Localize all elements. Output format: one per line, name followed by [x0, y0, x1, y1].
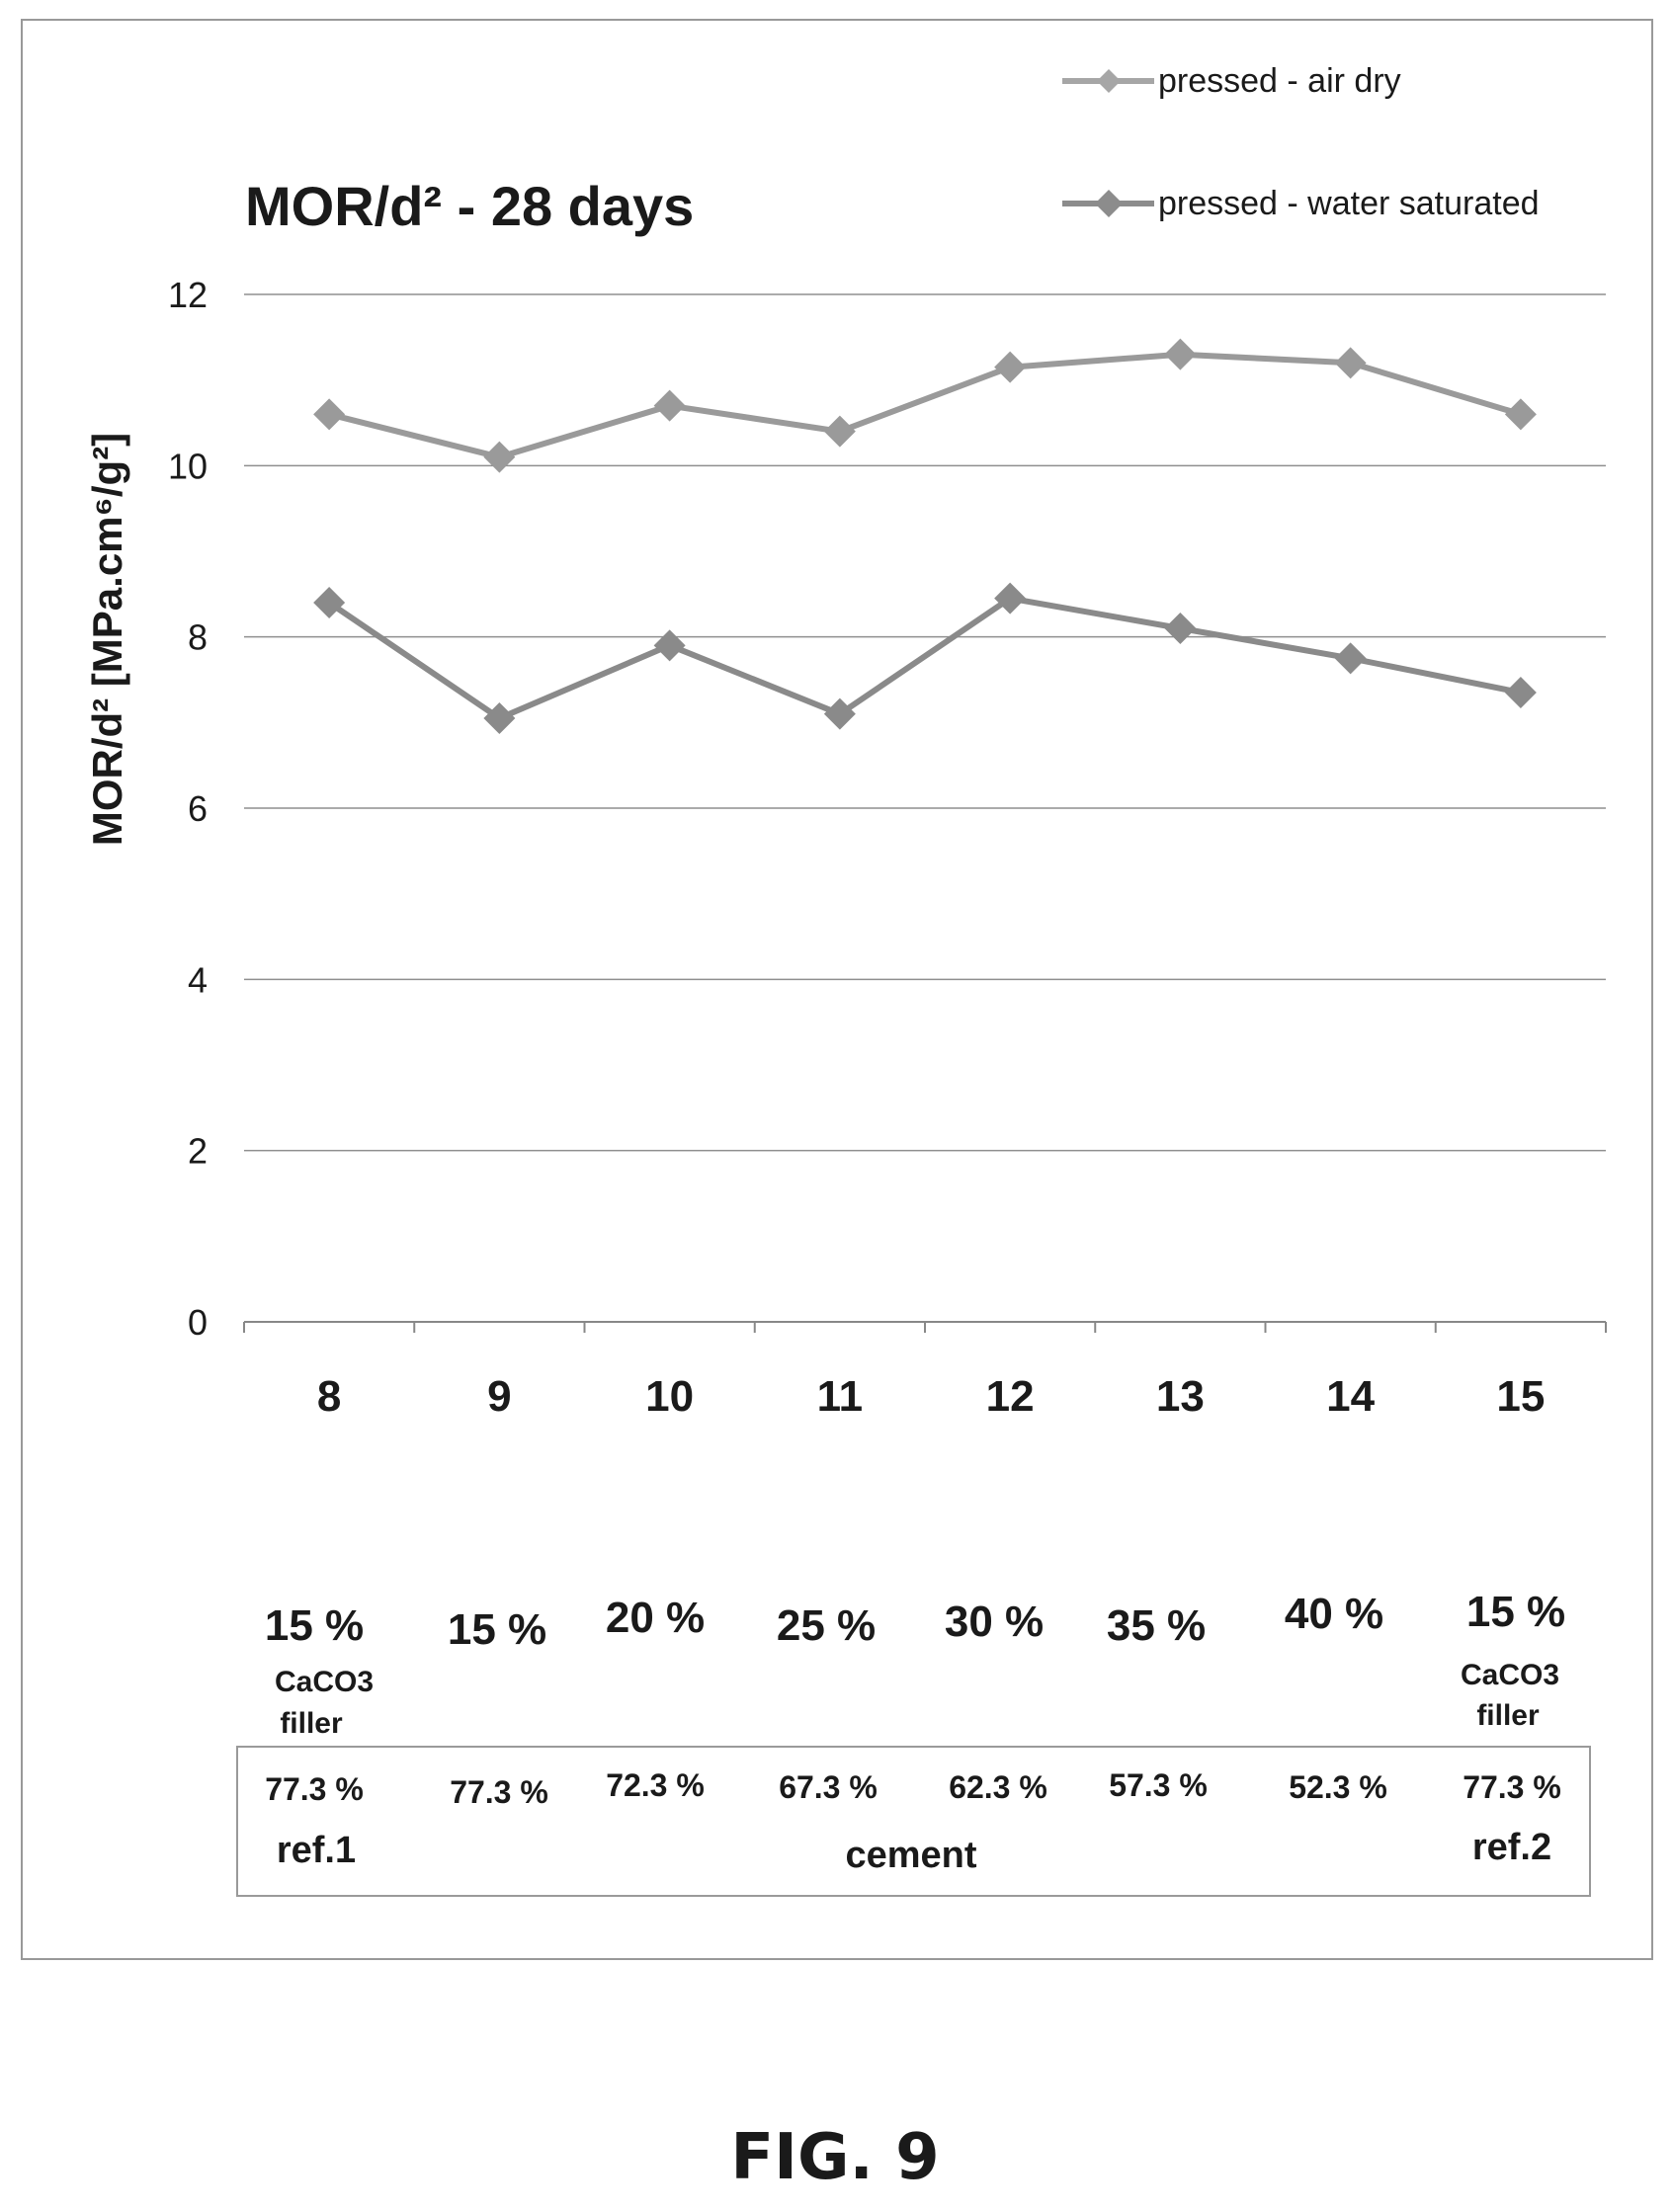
cement-percent: 67.3 % — [779, 1769, 878, 1805]
cement-percent: 77.3 % — [265, 1771, 364, 1807]
y-tick-label: 12 — [168, 275, 208, 315]
data-point — [653, 629, 686, 662]
filler-note-right: CaCO3 filler — [1461, 1659, 1559, 1732]
x-tick-labels: 8 9 10 11 12 13 14 15 — [317, 1372, 1545, 1421]
x-tick-label: 13 — [1156, 1372, 1205, 1421]
y-tick-label: 0 — [188, 1302, 208, 1343]
filler-percent: 20 % — [606, 1594, 705, 1642]
y-tick-label: 10 — [168, 446, 208, 486]
data-point — [483, 702, 516, 734]
data-point — [1504, 677, 1537, 708]
filler-note-line-2: filler — [280, 1707, 343, 1740]
cement-percent: 77.3 % — [450, 1774, 548, 1810]
data-point — [994, 351, 1027, 383]
x-tick-label: 11 — [817, 1372, 864, 1421]
legend-item-water-saturated: pressed - water saturated — [1062, 185, 1540, 222]
legend-marker-air-dry — [1097, 69, 1121, 93]
gridlines — [244, 293, 1606, 1152]
cement-percent: 62.3 % — [949, 1769, 1047, 1805]
x-tick-label: 15 — [1496, 1372, 1545, 1421]
data-point — [1504, 398, 1537, 431]
data-point — [1164, 338, 1197, 370]
cement-percent: 52.3 % — [1289, 1769, 1387, 1805]
cement-percent: 57.3 % — [1109, 1767, 1208, 1803]
filler-percent: 40 % — [1285, 1590, 1383, 1638]
filler-percent: 25 % — [777, 1601, 876, 1650]
cement-label: cement — [845, 1835, 976, 1876]
x-axis — [243, 1321, 1607, 1333]
series-points — [313, 338, 1537, 734]
ref-label-2: ref.2 — [1472, 1827, 1551, 1868]
data-point — [1334, 642, 1367, 675]
filler-percent: 15 % — [265, 1601, 364, 1650]
filler-note-line-1: CaCO3 — [275, 1666, 374, 1698]
filler-percent: 15 % — [448, 1605, 546, 1654]
series-lines — [327, 351, 1522, 721]
x-tick-label: 12 — [986, 1372, 1035, 1421]
filler-note-left: CaCO3 filler — [275, 1666, 374, 1740]
data-point — [1334, 347, 1367, 379]
data-point — [823, 415, 856, 448]
data-point — [1164, 613, 1197, 644]
y-tick-label: 8 — [188, 617, 208, 658]
ref-label-1: ref.1 — [277, 1830, 356, 1871]
filler-percent: 15 % — [1466, 1588, 1565, 1636]
cement-percent: 72.3 % — [606, 1767, 705, 1803]
x-tick-label: 8 — [317, 1372, 341, 1421]
x-tick-label: 10 — [645, 1372, 694, 1421]
figure-label: FIG. 9 — [730, 2121, 939, 2194]
chart-title: MOR/d² - 28 days — [245, 175, 694, 237]
cement-box — [236, 1746, 1591, 1897]
filler-percent: 35 % — [1107, 1601, 1206, 1650]
filler-percent-row: 15 % 15 % 20 % 25 % 30 % 35 % 40 % 15 % — [265, 1588, 1565, 1654]
data-point — [653, 389, 686, 422]
y-tick-label: 6 — [188, 788, 208, 829]
legend-item-air-dry: pressed - air dry — [1062, 62, 1401, 100]
legend: pressed - air dry pressed - water satura… — [1062, 62, 1540, 222]
y-axis-label: MOR/d² [MPa.cm⁶/g²] — [84, 433, 130, 846]
series-line-0 — [328, 351, 1522, 460]
data-point — [823, 697, 856, 730]
filler-note-line-2: filler — [1476, 1699, 1540, 1732]
cement-percent-row: 77.3 % 77.3 % 72.3 % 67.3 % 62.3 % 57.3 % 52.3… — [265, 1767, 1561, 1810]
legend-marker-water-saturated — [1095, 190, 1123, 217]
filler-note-line-1: CaCO3 — [1461, 1659, 1559, 1691]
cement-percent: 77.3 % — [1463, 1769, 1561, 1805]
data-point — [313, 587, 346, 618]
y-tick-label: 4 — [188, 959, 208, 1000]
filler-percent: 30 % — [945, 1598, 1044, 1646]
y-tick-label: 2 — [188, 1131, 208, 1172]
chart-frame — [21, 19, 1653, 1960]
data-point — [994, 582, 1027, 614]
x-tick-label: 9 — [487, 1372, 511, 1421]
data-point — [483, 441, 516, 473]
legend-label-air-dry: pressed - air dry — [1158, 62, 1401, 100]
y-tick-labels: 0 2 4 6 8 10 12 — [168, 275, 208, 1343]
x-tick-label: 14 — [1326, 1372, 1375, 1421]
data-point — [313, 398, 346, 431]
series-line-1 — [327, 595, 1522, 721]
legend-label-water-saturated: pressed - water saturated — [1158, 185, 1540, 222]
